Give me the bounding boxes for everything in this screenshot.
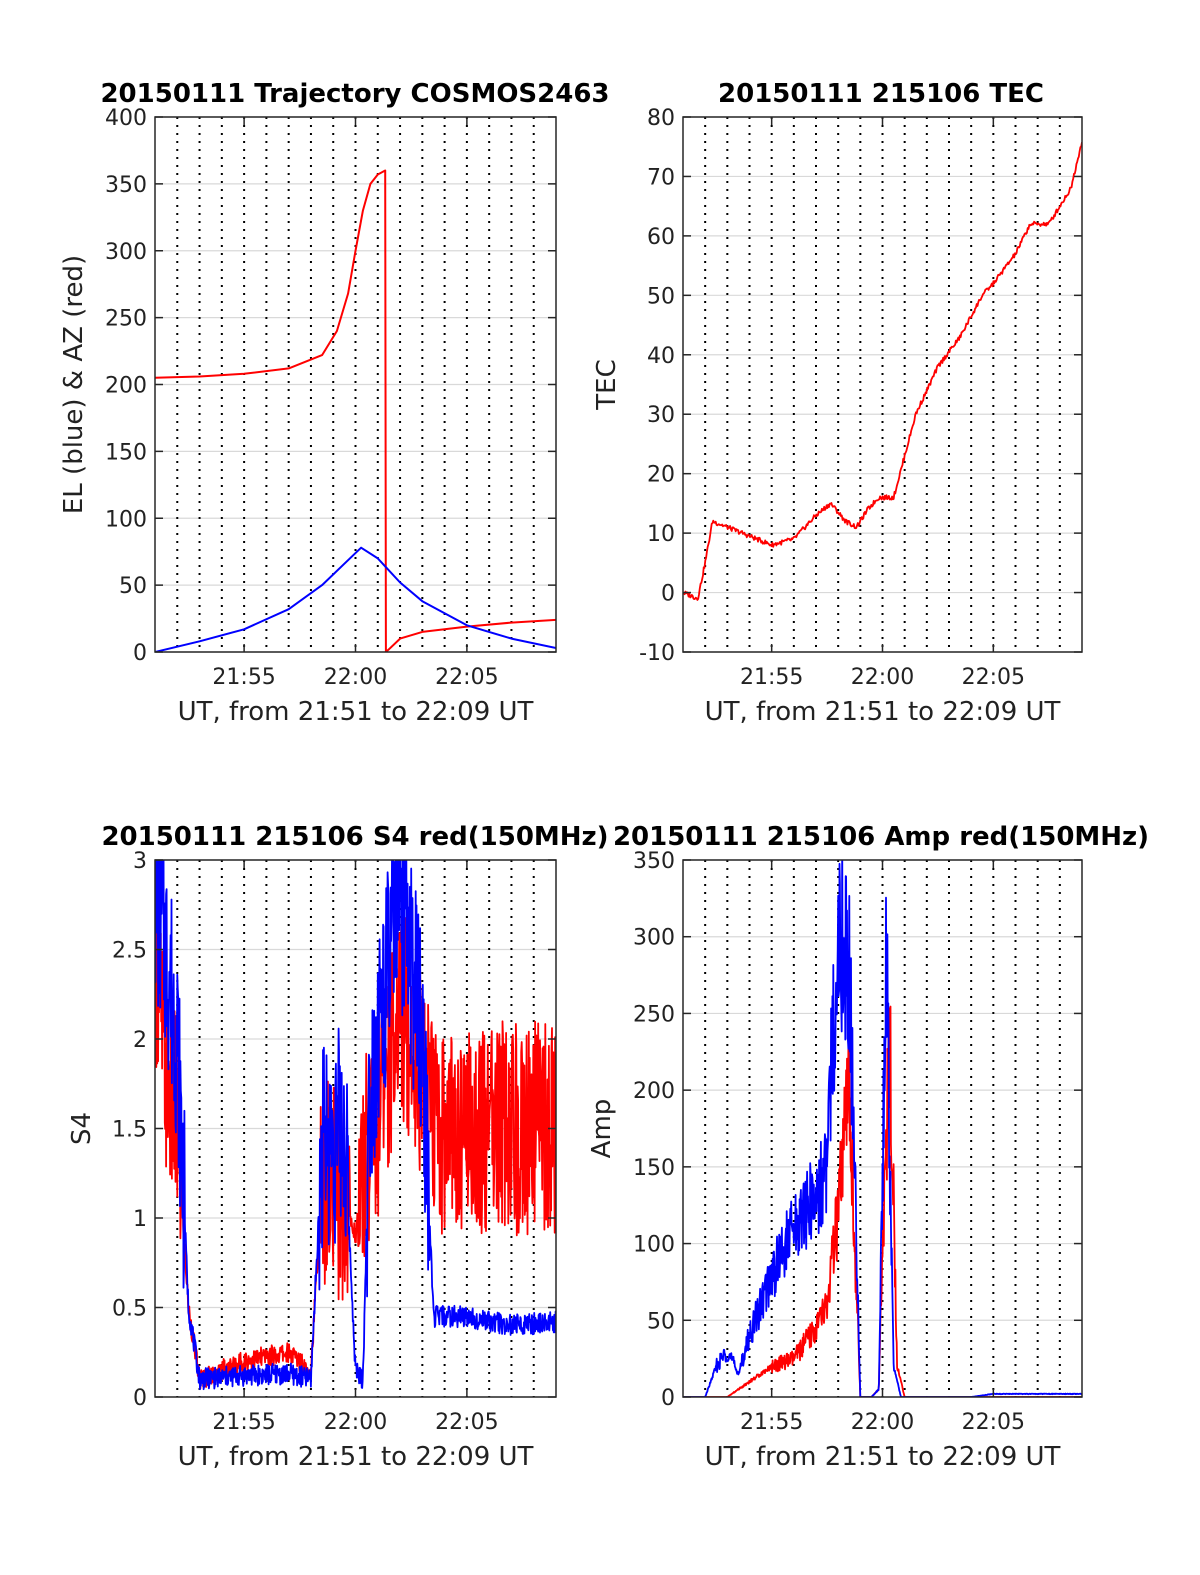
y-tick-label: 0 [133, 1386, 147, 1411]
chart-trajectory: 0 50 100 150 200 250 300 350 400 21:55 22:00 22:05 2… [59, 79, 610, 727]
y-tick-label: 3 [133, 849, 147, 874]
x-tick-label: 22:00 [324, 665, 387, 690]
x-axis-label: UT, from 21:51 to 22:09 UT [178, 697, 534, 727]
series-line-blue [155, 860, 556, 1391]
y-axis-label: S4 [67, 1112, 97, 1145]
y-axis-label: TEC [592, 359, 622, 410]
chart-s4: 0 0.5 1 1.5 2 2.5 3 21:55 22:00 22:05 20150111 215… [67, 822, 609, 1472]
series-line-red [683, 142, 1082, 601]
x-tick-label: 21:55 [740, 665, 803, 690]
y-tick-label: 350 [105, 173, 147, 198]
plot-area [683, 860, 1082, 1397]
series-line-red [155, 169, 556, 652]
chart-amp: 0 50 100 150 200 250 300 350 21:55 22:00 22:05 2015… [587, 822, 1149, 1472]
y-tick-label: 100 [105, 507, 147, 532]
y-tick-label: -10 [639, 641, 675, 666]
y-tick-label: 50 [647, 1309, 675, 1334]
y-tick-label: 2.5 [112, 939, 147, 964]
x-axis-label: UT, from 21:51 to 22:09 UT [705, 1442, 1061, 1472]
x-tick-label: 21:55 [212, 1410, 275, 1435]
y-tick-label: 40 [647, 344, 675, 369]
series-line-blue [683, 860, 1082, 1397]
chart-tec: -10 0 10 20 30 40 50 60 70 80 21:55 22:00 22:05 20150… [592, 79, 1083, 727]
plot-area [155, 169, 556, 652]
x-tick-label: 22:05 [962, 1410, 1025, 1435]
x-tick-label: 22:05 [962, 665, 1025, 690]
y-tick-label: 300 [633, 926, 675, 951]
chart-title: 20150111 215106 Amp red(150MHz) [613, 822, 1149, 852]
plot-area [683, 142, 1082, 601]
y-tick-label: 50 [119, 574, 147, 599]
y-axis-label: Amp [587, 1099, 617, 1159]
chart-title: 20150111 215106 S4 red(150MHz) [101, 822, 608, 852]
y-tick-label: 50 [647, 284, 675, 309]
y-tick-label: 150 [633, 1156, 675, 1181]
x-tick-label: 22:05 [435, 665, 498, 690]
x-tick-label: 22:05 [435, 1410, 498, 1435]
y-tick-label: 0 [661, 582, 675, 607]
x-tick-label: 21:55 [740, 1410, 803, 1435]
x-tick-label: 22:00 [324, 1410, 387, 1435]
x-tick-label: 22:00 [851, 665, 914, 690]
y-tick-label: 2 [133, 1028, 147, 1053]
x-axis-label: UT, from 21:51 to 22:09 UT [705, 697, 1061, 727]
y-tick-label: 0 [133, 641, 147, 666]
y-tick-label: 80 [647, 106, 675, 131]
y-tick-label: 20 [647, 463, 675, 488]
x-axis-label: UT, from 21:51 to 22:09 UT [178, 1442, 534, 1472]
y-tick-label: 100 [633, 1233, 675, 1258]
series-line-blue [155, 546, 556, 652]
chart-title: 20150111 215106 TEC [718, 79, 1044, 109]
x-tick-label: 22:00 [851, 1410, 914, 1435]
x-tick-label: 21:55 [212, 665, 275, 690]
y-tick-label: 250 [105, 307, 147, 332]
y-tick-label: 1 [133, 1207, 147, 1232]
y-tick-label: 0 [661, 1386, 675, 1411]
y-tick-label: 150 [105, 440, 147, 465]
y-tick-label: 200 [633, 1079, 675, 1104]
y-tick-label: 30 [647, 403, 675, 428]
y-tick-label: 350 [633, 849, 675, 874]
y-tick-label: 1.5 [112, 1118, 147, 1143]
y-tick-label: 200 [105, 374, 147, 399]
y-tick-label: 70 [647, 165, 675, 190]
y-axis-label: EL (blue) & AZ (red) [59, 255, 89, 514]
series-line-red [683, 1005, 1082, 1397]
y-tick-label: 400 [105, 106, 147, 131]
plot-area [155, 860, 556, 1391]
y-tick-label: 250 [633, 1002, 675, 1027]
chart-title: 20150111 Trajectory COSMOS2463 [100, 79, 609, 109]
y-tick-label: 0.5 [112, 1297, 147, 1322]
y-tick-label: 60 [647, 225, 675, 250]
y-tick-label: 300 [105, 240, 147, 265]
y-tick-label: 10 [647, 522, 675, 547]
